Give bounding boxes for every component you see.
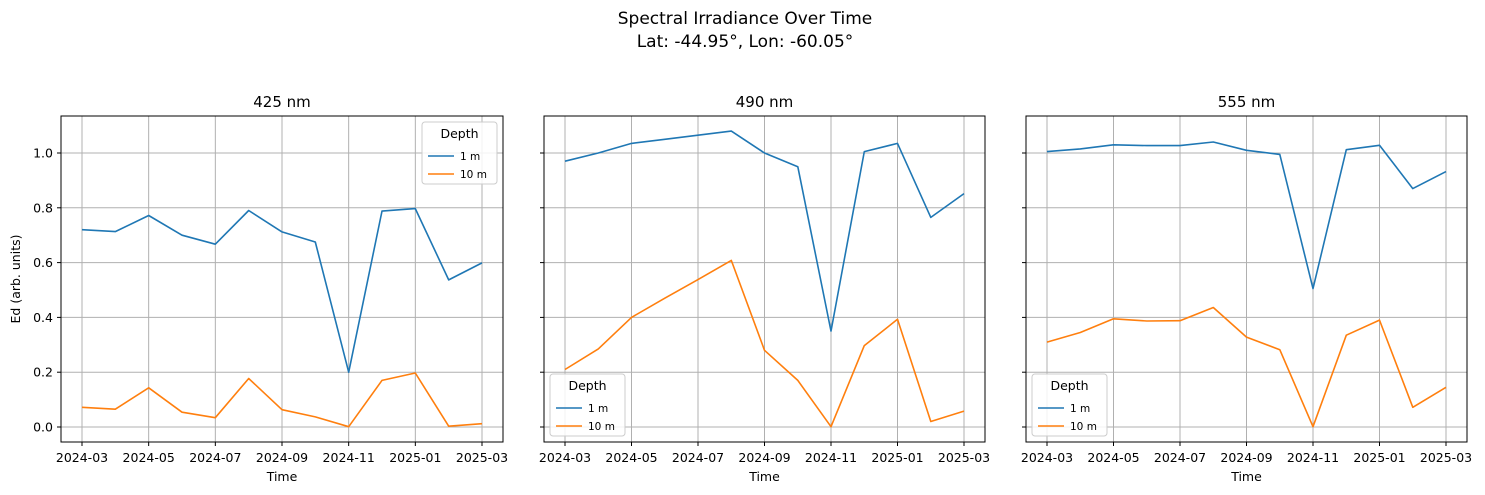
x-tick-label: 2024-05 <box>123 450 175 465</box>
series-line-10m <box>1046 306 1447 428</box>
figure-title: Spectral Irradiance Over Time <box>618 9 873 29</box>
x-tick-label: 2024-09 <box>738 450 790 465</box>
x-tick-label: 2025-01 <box>389 450 441 465</box>
panel-title: 490 nm <box>736 93 794 111</box>
x-tick-label: 2024-05 <box>605 450 657 465</box>
x-tick-label: 2024-03 <box>56 450 108 465</box>
legend-box <box>1031 373 1108 437</box>
x-tick-label: 2025-03 <box>938 450 990 465</box>
x-axis-label: Time <box>748 469 780 484</box>
legend: Depth 1 m 10 m <box>549 373 626 437</box>
series-line-1m <box>564 130 965 332</box>
x-tick-label: 2024-09 <box>1220 450 1272 465</box>
x-tick-label: 2024-11 <box>805 450 857 465</box>
legend-entry: 10 m <box>460 169 487 181</box>
x-tick-label: 2025-03 <box>1420 450 1472 465</box>
series-line-1m <box>81 207 483 374</box>
y-tick-label: 0.4 <box>33 310 53 325</box>
series-line-1m <box>1046 141 1447 290</box>
axes-frame <box>543 115 986 443</box>
panels: 2024-03 2024-05 2024-07 2024-09 2024-11 2025-… <box>8 93 1472 484</box>
axes-frame <box>1025 115 1468 443</box>
panel-1: 2024-03 2024-05 2024-07 2024-09 2024-11 2025-… <box>8 93 508 484</box>
panel-2: 2024-03 2024-05 2024-07 2024-09 2024-11 2025-… <box>539 93 990 484</box>
legend: Depth 1 m 10 m <box>1031 373 1108 437</box>
y-tick-label: 1.0 <box>33 146 53 161</box>
y-axis-label: Ed (arb. units) <box>8 235 23 324</box>
series-line-10m <box>564 259 965 428</box>
legend-box <box>549 373 626 437</box>
x-tick-label: 2024-03 <box>539 450 591 465</box>
series-line-10m <box>81 372 483 428</box>
legend-title: Depth <box>568 378 606 393</box>
legend: Depth 1 m 10 m <box>421 121 498 185</box>
panel-3: 2024-03 2024-05 2024-07 2024-09 2024-11 2025-… <box>1021 93 1472 484</box>
panel-title: 425 nm <box>253 93 311 111</box>
x-tick-label: 2024-07 <box>1154 450 1206 465</box>
x-tick-label: 2025-03 <box>456 450 508 465</box>
x-tick-label: 2025-01 <box>871 450 923 465</box>
x-tick-label: 2024-07 <box>672 450 724 465</box>
x-tick-label: 2024-05 <box>1087 450 1139 465</box>
y-tick-label: 0.0 <box>33 420 53 435</box>
figure-subtitle: Lat: -44.95°, Lon: -60.05° <box>637 32 854 52</box>
x-axis-label: Time <box>266 469 298 484</box>
legend-entry: 1 m <box>460 151 480 163</box>
y-tick-label: 0.2 <box>33 365 53 380</box>
legend-title: Depth <box>1050 378 1088 393</box>
axes-frame <box>60 115 504 443</box>
x-tick-label: 2024-11 <box>1287 450 1339 465</box>
y-tick-label: 0.8 <box>33 200 53 215</box>
x-tick-label: 2024-03 <box>1021 450 1073 465</box>
legend-box <box>421 121 498 185</box>
legend-entry: 10 m <box>1070 421 1097 433</box>
panel-title: 555 nm <box>1218 93 1276 111</box>
x-tick-label: 2025-01 <box>1353 450 1405 465</box>
x-tick-label: 2024-07 <box>189 450 241 465</box>
legend-title: Depth <box>440 126 478 141</box>
x-axis-label: Time <box>1230 469 1262 484</box>
legend-entry: 10 m <box>588 421 615 433</box>
x-tick-label: 2024-11 <box>323 450 375 465</box>
y-tick-label: 0.6 <box>33 255 53 270</box>
legend-entry: 1 m <box>588 403 608 415</box>
legend-entry: 1 m <box>1070 403 1090 415</box>
x-tick-label: 2024-09 <box>256 450 308 465</box>
